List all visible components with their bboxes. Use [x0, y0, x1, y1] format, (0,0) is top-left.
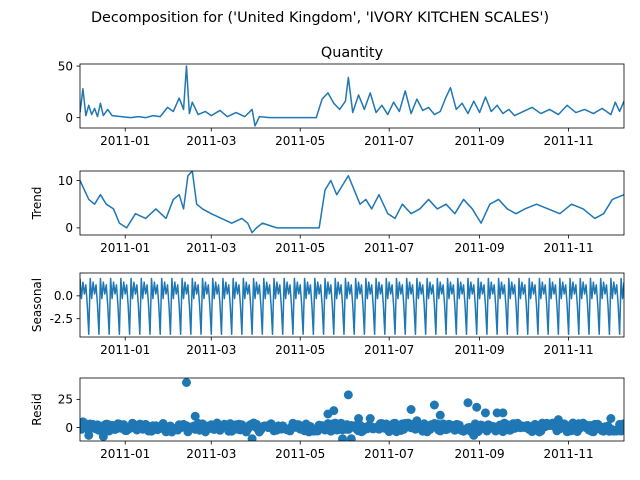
x-tick-label: 2011-05: [275, 343, 325, 357]
resid-point: [80, 417, 88, 427]
plot-area: [80, 277, 624, 336]
y-tick-label: 0: [65, 221, 73, 235]
x-tick-label: 2011-03: [186, 134, 236, 148]
x-tick-label: 2011-09: [455, 343, 505, 357]
y-axis-label: Resid: [30, 393, 44, 425]
x-tick-label: 2011-03: [186, 447, 236, 461]
y-axis-label: Seasonal: [30, 278, 44, 332]
panel-2: Trend 2011-01 2011-03 2011-05 2011-07 2011-09…: [30, 170, 625, 255]
x-tick-label: 2011-05: [275, 134, 325, 148]
resid-point: [354, 414, 364, 423]
y-tick-label: 25: [58, 393, 73, 407]
resid-point: [435, 410, 445, 420]
resid-point: [606, 414, 616, 423]
resid-point: [98, 432, 108, 441]
plot-area: [80, 65, 624, 127]
panel-title: Quantity: [321, 45, 384, 61]
y-tick-label: 50: [58, 59, 73, 73]
y-tick-label: 10: [58, 174, 73, 188]
x-tick-label: 2011-07: [364, 343, 414, 357]
panel-1: Quantity 2011-01 2011-03 2011-05 2011-07 2011…: [58, 45, 625, 148]
x-tick-label: 2011-11: [544, 447, 594, 461]
x-tick-label: 2011-01: [100, 343, 150, 357]
series-line: [80, 171, 624, 234]
y-tick-label: 0.0: [54, 289, 73, 303]
resid-point: [247, 434, 257, 441]
x-tick-label: 2011-09: [455, 134, 505, 148]
x-tick-label: 2011-01: [100, 447, 150, 461]
resid-point: [469, 430, 479, 440]
plot-area: [80, 171, 624, 234]
x-tick-label: 2011-01: [100, 134, 150, 148]
resid-point: [406, 405, 416, 414]
resid-point: [338, 434, 348, 441]
y-tick-label: 0: [65, 111, 73, 125]
resid-point: [343, 390, 353, 400]
x-tick-label: 2011-03: [186, 343, 236, 357]
x-tick-label: 2011-01: [100, 241, 150, 255]
panel-4: Resid 2011-01 2011-03 2011-05 2011-07 2011-09…: [30, 377, 625, 461]
x-tick-label: 2011-05: [275, 241, 325, 255]
resid-point: [463, 398, 473, 408]
resid-point: [619, 419, 624, 429]
axes-frame: [79, 272, 625, 338]
panel-3: Seasonal 2011-01 2011-03 2011-05 2011-07 2011…: [30, 272, 625, 357]
x-tick-label: 2011-07: [364, 134, 414, 148]
resid-point: [181, 378, 191, 387]
series-line: [80, 65, 624, 127]
axes-frame: [79, 170, 625, 236]
y-axis-label: Trend: [30, 187, 44, 221]
x-tick-label: 2011-11: [544, 241, 594, 255]
resid-point: [429, 400, 439, 410]
x-tick-label: 2011-09: [455, 241, 505, 255]
seasonal-line: [80, 277, 624, 336]
plot-area: [80, 378, 624, 441]
resid-point: [472, 402, 482, 412]
figure-suptitle: Decomposition for ('United Kingdom', 'IV…: [91, 10, 549, 26]
axes-frame: [79, 377, 625, 442]
x-tick-label: 2011-05: [275, 447, 325, 461]
x-tick-label: 2011-03: [186, 241, 236, 255]
resid-point: [365, 414, 375, 423]
y-tick-label: -2.5: [50, 312, 73, 326]
x-tick-label: 2011-09: [455, 447, 505, 461]
resid-point: [84, 430, 94, 440]
resid-point: [498, 408, 508, 418]
resid-point: [412, 416, 422, 426]
y-tick-label: 0: [65, 421, 73, 435]
resid-point: [346, 434, 356, 441]
x-tick-label: 2011-07: [364, 447, 414, 461]
axes-frame: [79, 63, 625, 129]
x-tick-label: 2011-07: [364, 241, 414, 255]
resid-point: [480, 408, 490, 418]
resid-point: [553, 415, 563, 425]
x-tick-label: 2011-11: [544, 134, 594, 148]
resid-point: [190, 411, 200, 421]
x-tick-label: 2011-11: [544, 343, 594, 357]
resid-point: [329, 406, 339, 416]
